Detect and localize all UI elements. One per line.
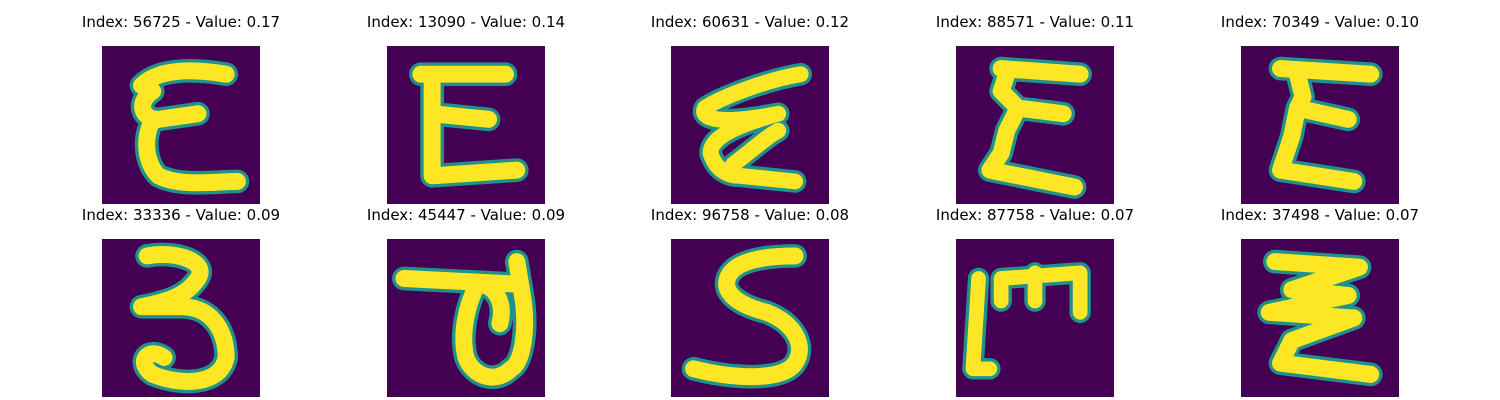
panel-title: Index: 56725 - Value: 0.17 [81,13,281,31]
panel-8: Index: 96758 - Value: 0.08 [620,205,880,397]
digit-image [671,46,829,204]
digit-image [1241,239,1399,397]
panel-4: Index: 88571 - Value: 0.11 [905,12,1165,204]
glyph-e-5 [1241,46,1399,204]
panel-7: Index: 45447 - Value: 0.09 [336,205,596,397]
glyph-e-3 [671,46,829,204]
glyph-m [956,239,1114,397]
panel-title: Index: 88571 - Value: 0.11 [935,13,1135,31]
panel-5: Index: 70349 - Value: 0.10 [1190,12,1450,204]
digit-image [387,46,545,204]
panel-1: Index: 56725 - Value: 0.17 [51,12,311,204]
digit-image [102,239,260,397]
digit-image [102,46,260,204]
digit-image [956,46,1114,204]
glyph-s [671,239,829,397]
glyph-d [387,239,545,397]
panel-title: Index: 45447 - Value: 0.09 [366,206,566,224]
panel-2: Index: 13090 - Value: 0.14 [336,12,596,204]
glyph-3 [102,239,260,397]
digit-image [387,239,545,397]
panel-title: Index: 37498 - Value: 0.07 [1220,206,1420,224]
glyph-e-1 [102,46,260,204]
panel-10: Index: 37498 - Value: 0.07 [1190,205,1450,397]
panel-title: Index: 33336 - Value: 0.09 [81,206,281,224]
panel-title: Index: 13090 - Value: 0.14 [366,13,566,31]
glyph-z [1241,239,1399,397]
panel-title: Index: 70349 - Value: 0.10 [1220,13,1420,31]
digit-image [1241,46,1399,204]
panel-title: Index: 60631 - Value: 0.12 [650,13,850,31]
digit-image [956,239,1114,397]
digit-image [671,239,829,397]
panel-9: Index: 87758 - Value: 0.07 [905,205,1165,397]
panel-title: Index: 87758 - Value: 0.07 [935,206,1135,224]
panel-3: Index: 60631 - Value: 0.12 [620,12,880,204]
panel-title: Index: 96758 - Value: 0.08 [650,206,850,224]
panel-6: Index: 33336 - Value: 0.09 [51,205,311,397]
glyph-e-4 [956,46,1114,204]
glyph-e-2 [387,46,545,204]
